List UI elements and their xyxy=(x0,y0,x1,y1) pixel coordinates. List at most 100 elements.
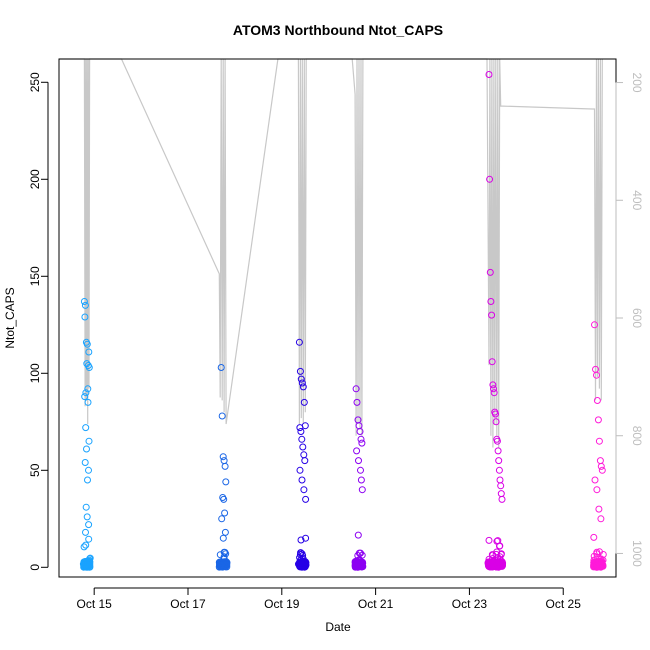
y-tick-label: 0 xyxy=(28,564,42,571)
y-axis-label: Ntot_CAPS xyxy=(3,287,17,348)
data-point xyxy=(489,381,497,389)
burst-point xyxy=(354,531,362,539)
data-point xyxy=(85,466,92,474)
x-tick-label: Oct 23 xyxy=(452,597,488,611)
burst-point xyxy=(297,536,305,544)
data-point xyxy=(218,515,226,523)
y-axis: 0 50 100 150 200 250 xyxy=(28,72,49,571)
y2-tick-label: 600 xyxy=(630,308,644,328)
data-point xyxy=(591,321,598,329)
burst-point xyxy=(590,533,598,541)
data-point xyxy=(353,447,361,455)
data-point xyxy=(83,340,91,348)
data-point xyxy=(217,364,225,371)
data-point xyxy=(485,71,493,78)
data-point xyxy=(222,478,230,486)
x-tick-label: Oct 21 xyxy=(358,597,394,611)
data-point xyxy=(355,457,362,465)
x-tick-label: Oct 17 xyxy=(170,597,206,611)
data-point xyxy=(80,298,88,305)
data-point xyxy=(495,466,503,474)
burst-point xyxy=(85,535,93,543)
data-point xyxy=(84,398,92,406)
data-point xyxy=(296,466,304,474)
burst-point xyxy=(593,562,601,570)
data-point xyxy=(353,398,361,406)
series-3 xyxy=(295,338,310,503)
data-point xyxy=(486,268,494,276)
y-tick-label: 50 xyxy=(28,463,42,477)
burst-point xyxy=(484,559,492,567)
burst-point xyxy=(486,561,494,569)
x-tick-label: Oct 19 xyxy=(264,597,300,611)
burst-point xyxy=(353,561,361,569)
data-point xyxy=(81,459,89,466)
burst-point xyxy=(356,556,363,564)
series-6 xyxy=(591,321,606,523)
data-point xyxy=(298,435,306,443)
burst-point xyxy=(493,548,501,556)
points-layer xyxy=(79,71,607,571)
data-point xyxy=(597,462,605,470)
data-point xyxy=(594,416,602,424)
burst-point xyxy=(297,559,305,567)
data-point xyxy=(356,428,364,435)
y2-axis: 200 400 600 800 1000 xyxy=(615,73,644,567)
data-point xyxy=(83,445,90,453)
series-1 xyxy=(80,298,93,536)
y-tick-label: 200 xyxy=(28,169,42,189)
data-point xyxy=(591,476,599,484)
burst-point xyxy=(354,552,362,559)
data-point xyxy=(85,348,93,356)
burst-point xyxy=(485,536,493,544)
data-point xyxy=(497,482,505,490)
y2-tick-label: 800 xyxy=(630,426,644,446)
data-point xyxy=(358,486,366,494)
y2-tick-label: 200 xyxy=(630,73,644,93)
burst-point xyxy=(357,562,365,570)
burst-point xyxy=(497,560,504,567)
data-point xyxy=(298,476,306,484)
altitude-line-layer xyxy=(59,58,603,448)
data-point xyxy=(358,439,366,447)
burst-cluster xyxy=(484,536,507,571)
data-point xyxy=(81,393,89,401)
data-point xyxy=(488,311,496,319)
data-point xyxy=(301,457,309,465)
data-point xyxy=(81,301,89,309)
burst-point xyxy=(592,563,600,571)
y2-tick-label: 400 xyxy=(630,190,644,210)
burst-cluster xyxy=(351,531,367,571)
burst-cluster xyxy=(295,534,310,571)
burst-point xyxy=(593,553,601,561)
x-tick-label: Oct 15 xyxy=(76,597,112,611)
burst-point xyxy=(496,542,504,550)
altitude-line xyxy=(59,58,603,448)
data-point xyxy=(492,418,500,426)
data-point xyxy=(220,495,228,503)
data-point xyxy=(486,175,494,183)
burst-cluster xyxy=(79,535,94,571)
data-point xyxy=(297,375,305,383)
data-point xyxy=(82,424,90,432)
data-point xyxy=(84,385,92,393)
data-point xyxy=(82,503,90,511)
series-2 xyxy=(217,364,230,542)
data-point xyxy=(297,428,305,435)
data-point xyxy=(221,462,229,470)
data-point xyxy=(494,447,502,455)
burst-point xyxy=(598,559,606,566)
burst-point xyxy=(351,559,359,567)
burst-cluster xyxy=(590,533,607,571)
data-point xyxy=(593,486,601,494)
data-point xyxy=(299,383,307,391)
data-point xyxy=(598,466,606,474)
burst-point xyxy=(596,548,603,556)
data-point xyxy=(493,437,501,445)
burst-point xyxy=(218,559,226,567)
data-point xyxy=(352,385,360,393)
data-point xyxy=(82,389,90,397)
data-point xyxy=(357,476,365,484)
